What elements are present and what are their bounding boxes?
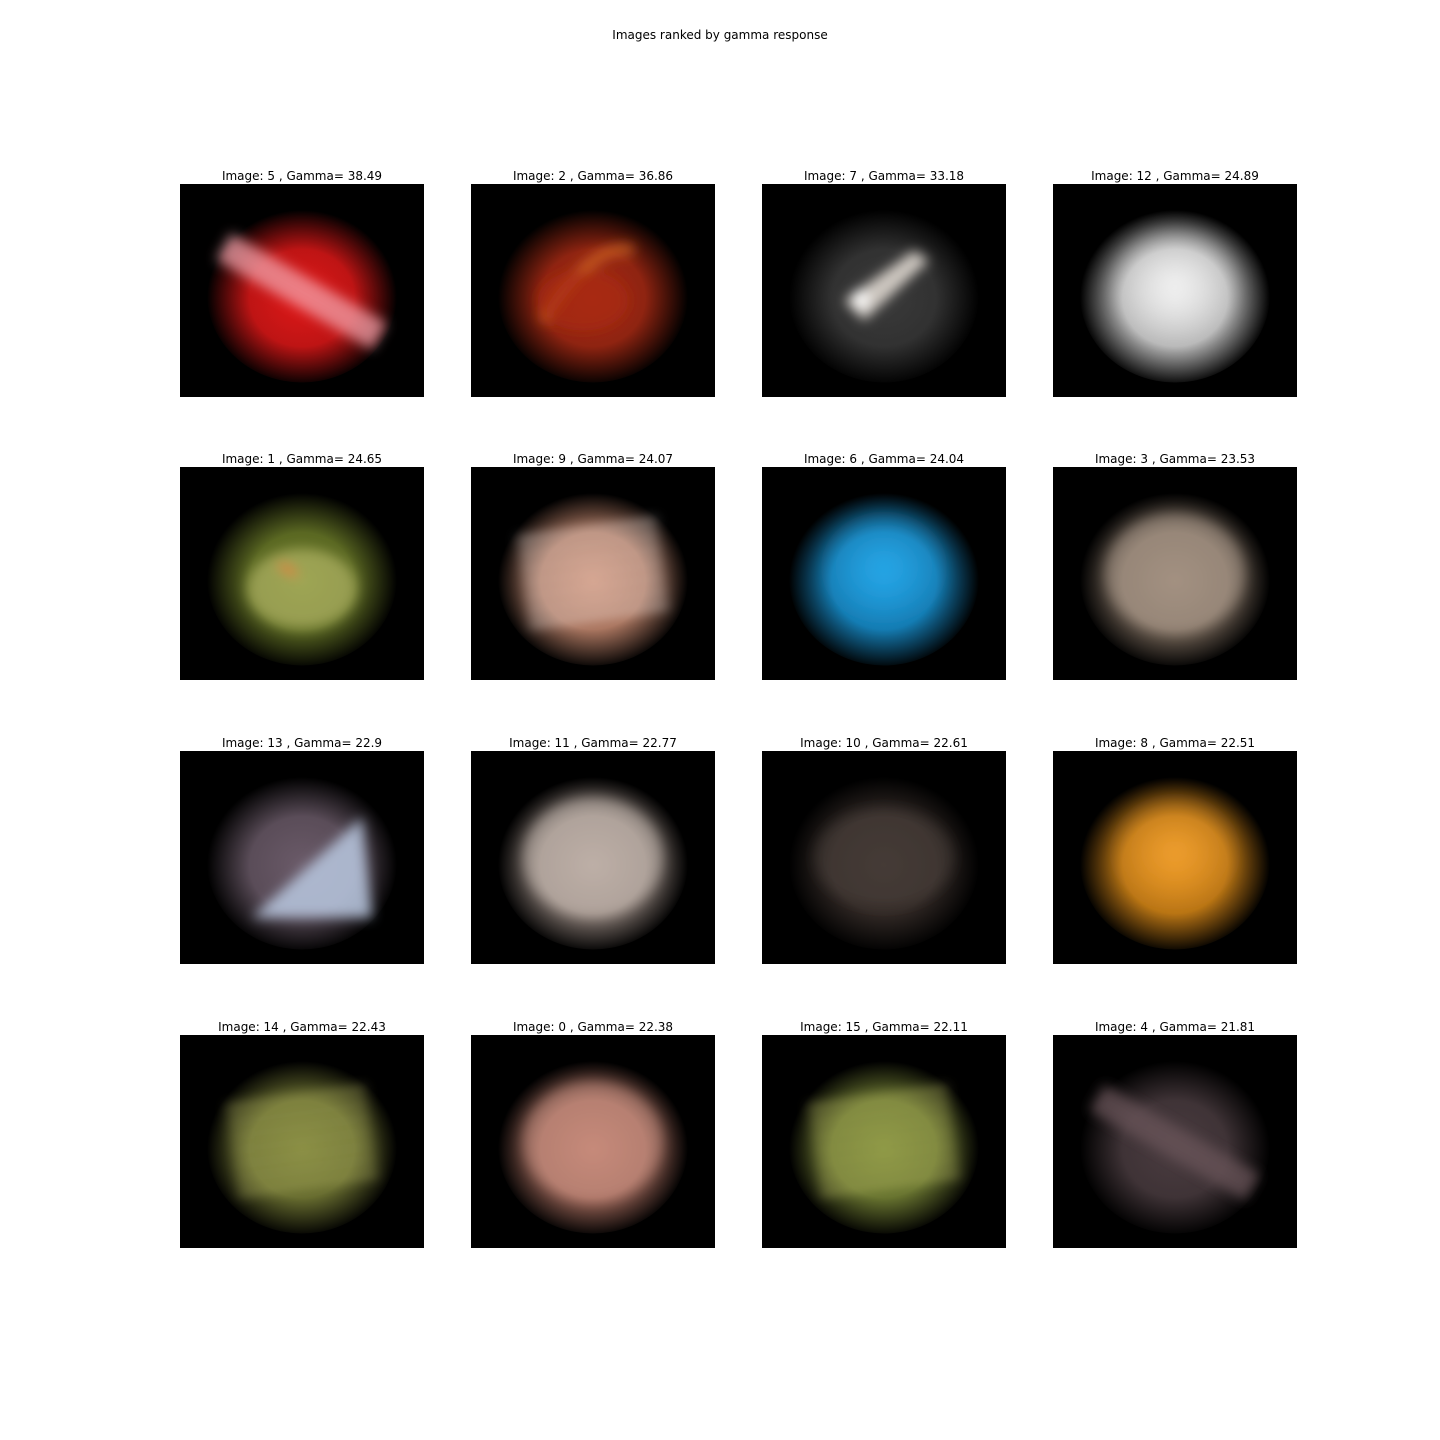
panel-title: Image: 0 , Gamma= 22.38: [512, 1020, 674, 1034]
figure-title: Images ranked by gamma response: [612, 28, 828, 42]
image-panel: Image: 0 , Gamma= 22.38: [471, 1019, 715, 1248]
panel-title: Image: 10 , Gamma= 22.61: [800, 736, 968, 750]
panel-title: Image: 8 , Gamma= 22.51: [1094, 736, 1256, 750]
image-panel: Image: 10 , Gamma= 22.61: [762, 735, 1006, 964]
image-panel: Image: 1 , Gamma= 24.65: [180, 451, 424, 680]
panel-image: [1053, 1035, 1297, 1248]
panel-image: [1053, 751, 1297, 964]
panel-title: Image: 11 , Gamma= 22.77: [509, 736, 677, 750]
image-panel: Image: 3 , Gamma= 23.53: [1053, 451, 1297, 680]
image-panel: Image: 7 , Gamma= 33.18: [762, 168, 1006, 397]
image-panel: Image: 12 , Gamma= 24.89: [1053, 168, 1297, 397]
panel-title: Image: 6 , Gamma= 24.04: [803, 452, 965, 466]
image-panel: Image: 6 , Gamma= 24.04: [762, 451, 1006, 680]
panel-title: Image: 3 , Gamma= 23.53: [1094, 452, 1256, 466]
panel-image: [762, 467, 1006, 680]
image-panel: Image: 2 , Gamma= 36.86: [471, 168, 715, 397]
panel-title: Image: 13 , Gamma= 22.9: [221, 736, 383, 750]
panel-image: [762, 184, 1006, 397]
image-panel: Image: 8 , Gamma= 22.51: [1053, 735, 1297, 964]
panel-image: [180, 467, 424, 680]
panel-image: [180, 751, 424, 964]
panel-title: Image: 12 , Gamma= 24.89: [1091, 169, 1259, 183]
panel-image: [471, 751, 715, 964]
panel-image: [762, 751, 1006, 964]
image-panel: Image: 5 , Gamma= 38.49: [180, 168, 424, 397]
panel-image: [762, 1035, 1006, 1248]
panel-title: Image: 7 , Gamma= 33.18: [803, 169, 965, 183]
image-panel: Image: 13 , Gamma= 22.9: [180, 735, 424, 964]
panel-image: [180, 1035, 424, 1248]
panel-title: Image: 14 , Gamma= 22.43: [218, 1020, 386, 1034]
panel-image: [471, 184, 715, 397]
panel-image: [471, 1035, 715, 1248]
panel-image: [180, 184, 424, 397]
panel-image: [1053, 184, 1297, 397]
panel-image: [471, 467, 715, 680]
panel-title: Image: 5 , Gamma= 38.49: [221, 169, 383, 183]
panel-title: Image: 15 , Gamma= 22.11: [800, 1020, 968, 1034]
panel-title: Image: 4 , Gamma= 21.81: [1094, 1020, 1256, 1034]
image-panel: Image: 11 , Gamma= 22.77: [471, 735, 715, 964]
image-panel: Image: 4 , Gamma= 21.81: [1053, 1019, 1297, 1248]
image-panel: Image: 14 , Gamma= 22.43: [180, 1019, 424, 1248]
image-panel: Image: 15 , Gamma= 22.11: [762, 1019, 1006, 1248]
panel-title: Image: 2 , Gamma= 36.86: [512, 169, 674, 183]
panel-image: [1053, 467, 1297, 680]
panel-title: Image: 1 , Gamma= 24.65: [221, 452, 383, 466]
image-panel: Image: 9 , Gamma= 24.07: [471, 451, 715, 680]
panel-title: Image: 9 , Gamma= 24.07: [512, 452, 674, 466]
